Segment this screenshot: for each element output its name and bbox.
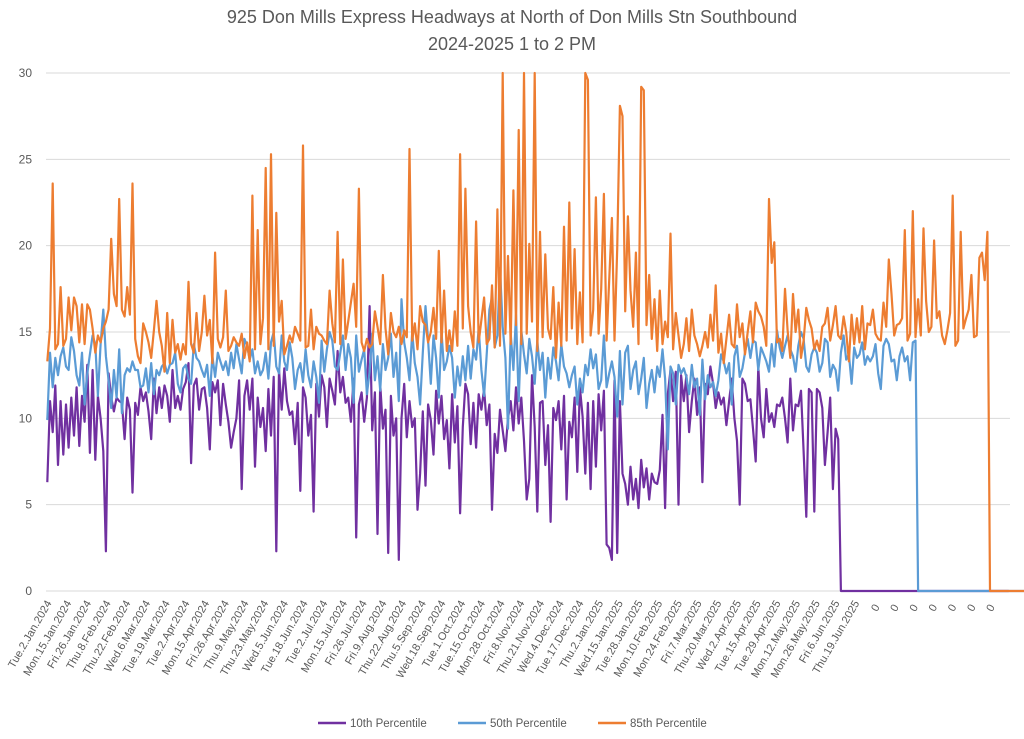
y-tick-label: 5 xyxy=(25,498,32,512)
y-tick-label: 0 xyxy=(25,584,32,598)
legend-item-85th[interactable]: 85th Percentile xyxy=(598,718,707,730)
series-line-85th xyxy=(46,71,1024,593)
plot-area xyxy=(46,71,1024,593)
x-tick-label: 0 xyxy=(946,603,959,614)
x-tick-label: 0 xyxy=(927,603,940,614)
y-tick-label: 30 xyxy=(19,66,33,80)
y-tick-label: 25 xyxy=(19,152,33,166)
legend-label-10th: 10th Percentile xyxy=(350,718,427,730)
legend: 10th Percentile 50th Percentile 85th Per… xyxy=(318,718,707,730)
x-tick-label: 0 xyxy=(869,603,882,614)
x-tick-label: 0 xyxy=(908,603,921,614)
x-tick-label: 0 xyxy=(888,603,901,614)
x-tick-label: 0 xyxy=(965,603,978,614)
chart-title: 925 Don Mills Express Headways at North … xyxy=(227,7,797,27)
series-line-50th xyxy=(46,267,1024,593)
y-tick-label: 10 xyxy=(19,411,33,425)
legend-label-85th: 85th Percentile xyxy=(630,718,707,730)
x-tick-label: 0 xyxy=(984,603,997,614)
y-tick-label: 20 xyxy=(19,239,33,253)
y-tick-label: 15 xyxy=(19,325,33,339)
series-line-10th xyxy=(46,305,1009,593)
chart-subtitle: 2024-2025 1 to 2 PM xyxy=(428,34,596,54)
legend-item-10th[interactable]: 10th Percentile xyxy=(318,718,427,730)
legend-label-50th: 50th Percentile xyxy=(490,718,567,730)
x-axis: Tue.2.Jan.2024Mon.15.Jan.2024Fri.26.Jan.… xyxy=(6,599,998,681)
y-axis: 0 5 10 15 20 25 30 xyxy=(19,66,33,598)
legend-item-50th[interactable]: 50th Percentile xyxy=(458,718,567,730)
